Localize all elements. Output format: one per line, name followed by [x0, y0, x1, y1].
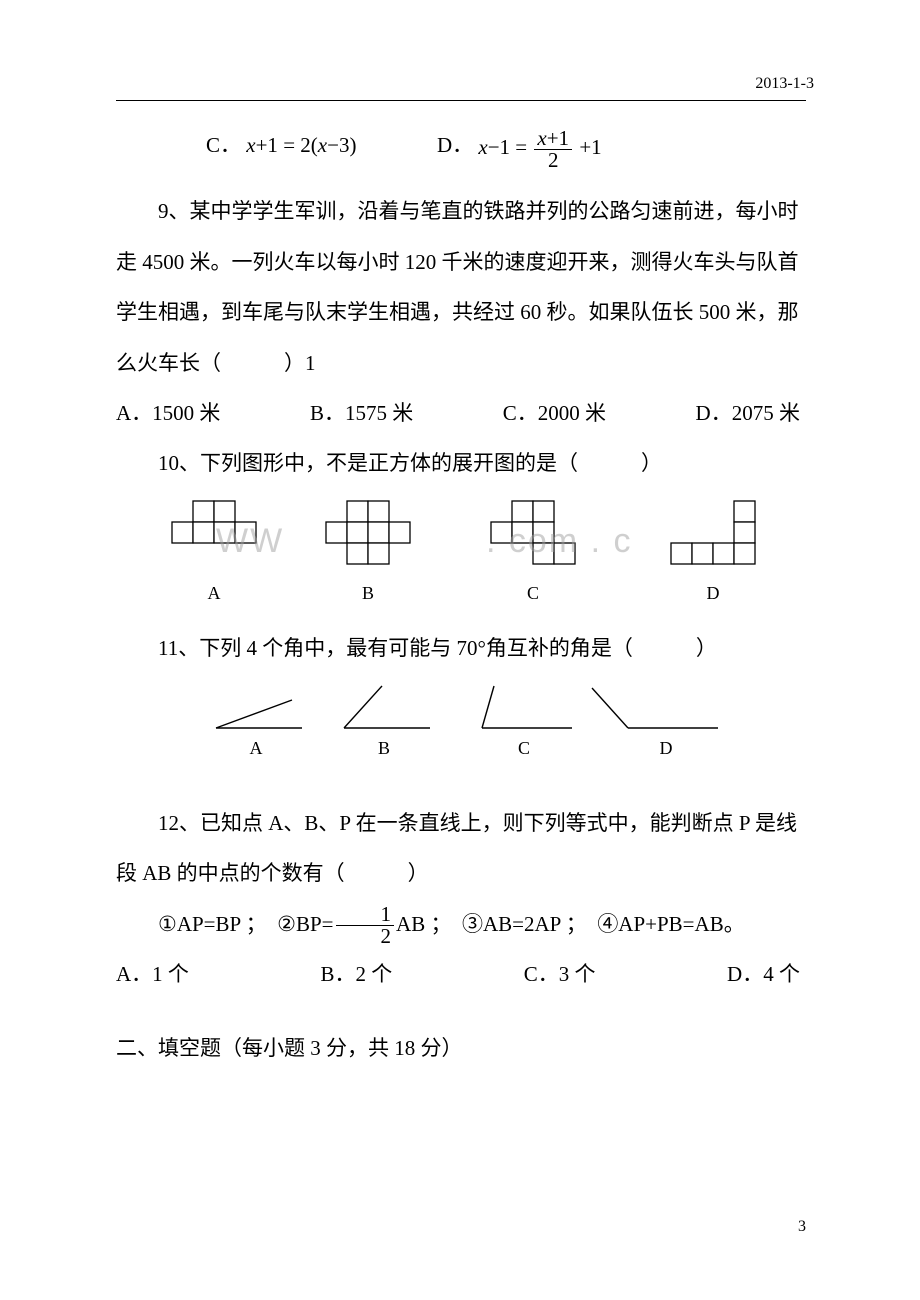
q8-optD-label: D． [437, 133, 473, 157]
q8-options-cd: C． x+1 = 2(x−3) D． x−1 = x+1 2 +1 [206, 120, 806, 172]
q12-eq3: ③AB=2AP ； [462, 912, 587, 936]
q12-eq2-pre: ②BP= [277, 912, 333, 936]
q10-figure: WW . com . c ABCD [116, 495, 806, 623]
q8-eqD-num-p1: +1 [547, 126, 569, 150]
q8-eqD-eq: = [515, 135, 527, 159]
svg-text:C: C [527, 583, 539, 603]
q8-eqC-r1: 2( [300, 133, 318, 157]
q8-eqC-r2: x [318, 133, 327, 157]
svg-text:D: D [660, 738, 673, 758]
svg-text:B: B [362, 583, 374, 603]
q12-eq2-num: 1 [336, 904, 395, 926]
q8-eqD-den: 2 [534, 150, 572, 171]
q9-optD: D．2075 米 [696, 388, 800, 438]
q9-optA: A．1500 米 [116, 388, 220, 438]
svg-text:A: A [208, 583, 221, 603]
page-content: C． x+1 = 2(x−3) D． x−1 = x+1 2 +1 9、某中学学… [116, 120, 806, 1074]
q12-options: A．1 个 B．2 个 C．3 个 D．4 个 [116, 949, 806, 999]
svg-text:B: B [378, 738, 390, 758]
q12-eq2-den: 2 [336, 926, 395, 947]
q12-eq2-frac: 12 [336, 904, 395, 947]
q12-eq2-post: AB ； [396, 912, 451, 936]
q8-eqC-eq: = [283, 133, 295, 157]
q8-eqD-m1: −1 [488, 135, 510, 159]
page-number: 3 [798, 1218, 806, 1236]
q11-svg: A B C D [116, 680, 806, 770]
q9-optB: B．1575 米 [310, 388, 413, 438]
q10-svg: A B C D [116, 495, 806, 605]
svg-text:A: A [250, 738, 263, 758]
q8-eqD-num-x: x [537, 126, 546, 150]
q11-figure: A B C D [116, 680, 806, 788]
q8-eqD-tail: +1 [579, 135, 601, 159]
section2-heading: 二、填空题（每小题 3 分，共 18 分） [116, 1023, 806, 1073]
q9-options: A．1500 米 B．1575 米 C．2000 米 D．2075 米 [116, 388, 806, 438]
header-rule [116, 100, 806, 101]
svg-text:C: C [518, 738, 530, 758]
q12-eq1: ①AP=BP ； [158, 912, 267, 936]
q8-eqC-x: x [246, 133, 255, 157]
q8-eqD-frac: x+1 2 [534, 128, 572, 171]
q12-optA: A．1 个 [116, 949, 189, 999]
q12-equations: ①AP=BP ； ②BP=12AB ； ③AB=2AP ； ④AP+PB=AB。 [116, 899, 806, 949]
q12-eq4: ④AP+PB=AB。 [597, 912, 744, 936]
q8-eqD-x: x [478, 135, 487, 159]
svg-text:D: D [707, 583, 720, 603]
q8-eqC-p1: +1 [256, 133, 278, 157]
q11-text: 11、下列 4 个角中，最有可能与 70°角互补的角是（ ） [116, 623, 806, 673]
q8-eqC-r3: −3) [327, 133, 356, 157]
q9-optC: C．2000 米 [503, 388, 606, 438]
q12-optD: D．4 个 [727, 949, 800, 999]
q12-optB: B．2 个 [320, 949, 392, 999]
q9-text: 9、某中学学生军训，沿着与笔直的铁路并列的公路匀速前进，每小时走 4500 米。… [116, 186, 806, 388]
q8-optC-label: C． [206, 133, 241, 157]
q12-text: 12、已知点 A、B、P 在一条直线上，则下列等式中，能判断点 P 是线段 AB… [116, 798, 806, 899]
header-date: 2013-1-3 [755, 75, 814, 93]
q10-text: 10、下列图形中，不是正方体的展开图的是（ ） [116, 438, 806, 488]
q12-optC: C．3 个 [524, 949, 596, 999]
